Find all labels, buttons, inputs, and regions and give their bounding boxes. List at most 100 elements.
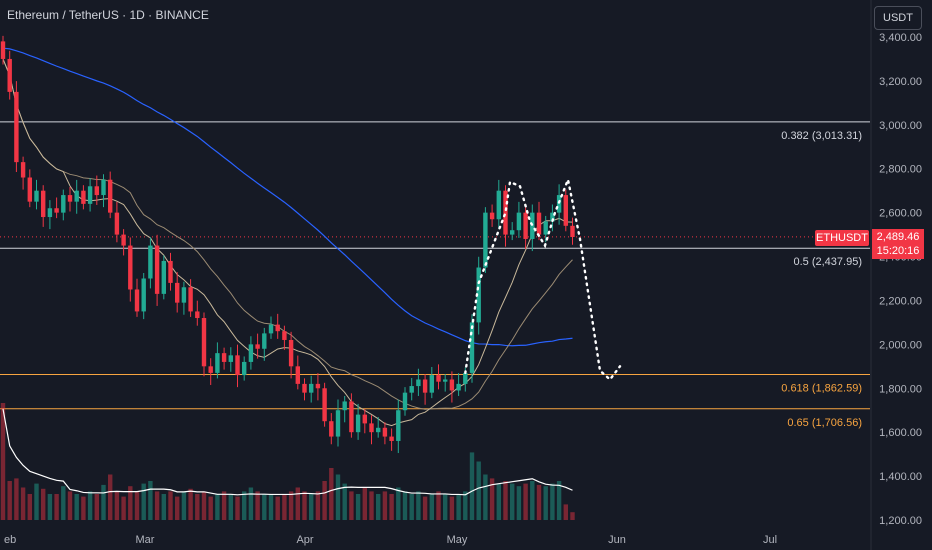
projection-path: [464, 175, 622, 382]
candle-body: [14, 91, 19, 163]
candle-body: [335, 410, 341, 437]
x-tick-label: May: [447, 534, 468, 546]
y-tick-label: 1,800.00: [879, 383, 922, 395]
candle-body: [154, 245, 160, 294]
candle-body: [463, 372, 468, 384]
fib-level-label: 0.618 (1,862.59): [781, 383, 862, 395]
volume-bar: [315, 491, 321, 520]
volume-bar: [389, 494, 394, 520]
candle-body: [503, 190, 508, 235]
candle-body: [349, 401, 354, 433]
candle-body: [396, 410, 401, 441]
candle-body: [483, 212, 488, 268]
candle-body: [556, 195, 562, 213]
y-tick-label: 2,200.00: [879, 295, 922, 307]
volume-bar: [34, 483, 39, 520]
volume-bar: [154, 491, 160, 520]
volume-bar: [134, 491, 140, 520]
candle-body: [20, 162, 26, 178]
ma-long-line: [2, 47, 573, 347]
candle-body: [422, 379, 428, 393]
candle-body: [262, 333, 267, 349]
volume-bar: [175, 496, 180, 520]
volume-bar: [436, 491, 441, 520]
volume-bar: [382, 491, 388, 520]
volume-bar: [0, 403, 6, 520]
candle-body: [74, 190, 79, 202]
volume-bar: [429, 494, 434, 520]
volume-bar: [41, 488, 46, 520]
volume-bar: [262, 494, 267, 520]
x-tick-label: Apr: [296, 534, 313, 546]
candle-body: [101, 179, 106, 196]
candle-body: [94, 186, 99, 196]
volume-bar: [396, 487, 401, 520]
volume-bar: [54, 494, 59, 520]
y-tick-label: 1,400.00: [879, 471, 922, 483]
volume-bar: [362, 487, 367, 520]
volume-bar: [543, 486, 548, 520]
volume-bar: [416, 491, 421, 520]
volume-bar: [282, 494, 287, 520]
candle-body: [516, 212, 522, 231]
candle-body: [248, 344, 254, 362]
volume-bar: [402, 491, 408, 520]
candle-body: [255, 344, 260, 349]
candle-body: [570, 225, 575, 238]
candle-body: [416, 379, 421, 387]
volume-bar: [409, 494, 414, 520]
current-price-label: 2,489.46 15:20:16: [872, 229, 924, 259]
volume-bar: [523, 483, 528, 520]
volume-bar: [536, 484, 542, 520]
volume-bar: [456, 494, 461, 520]
volume-bar: [469, 452, 475, 520]
candle-body: [550, 212, 555, 222]
candle-body: [27, 177, 32, 202]
volume-bar: [195, 494, 200, 520]
candle-body: [228, 355, 233, 362]
currency-button[interactable]: USDT: [874, 6, 922, 30]
candle-body: [382, 427, 388, 437]
volume-bar: [81, 496, 86, 520]
volume-bar: [27, 494, 32, 520]
volume-bar: [443, 494, 448, 520]
volume-bar: [530, 481, 535, 520]
candle-body: [530, 212, 535, 239]
candle-body: [108, 179, 113, 213]
candle-body: [121, 234, 126, 246]
y-tick-label: 2,800.00: [879, 164, 922, 176]
candle-body: [7, 58, 12, 92]
volume-bar: [302, 491, 307, 520]
candle-body: [181, 287, 187, 303]
candle-body: [161, 260, 166, 294]
candle-body: [282, 331, 287, 340]
fib-level-label: 0.5 (2,437.95): [794, 256, 863, 268]
volume-bar: [355, 494, 361, 520]
volume-bar: [369, 491, 374, 520]
volume-bar: [128, 486, 133, 520]
candle-body: [449, 379, 455, 391]
candle-body: [215, 353, 220, 373]
candle-body: [87, 186, 93, 204]
symbol-price-label: ETHUSDT: [815, 230, 869, 246]
x-tick-label: eb: [4, 534, 16, 546]
volume-bar: [342, 483, 347, 520]
x-tick-label: Jul: [763, 534, 777, 546]
volume-bar: [114, 491, 120, 520]
candle-body: [469, 322, 475, 373]
volume-bar: [161, 494, 166, 520]
candle-body: [543, 221, 548, 235]
volume-bar: [483, 474, 488, 520]
volume-bar: [121, 496, 126, 520]
candle-body: [302, 383, 307, 393]
volume-bar: [201, 491, 207, 520]
volume-bar: [349, 491, 354, 520]
volume-bar: [101, 484, 106, 520]
volume-bar: [255, 491, 260, 520]
candle-body: [389, 436, 394, 441]
volume-bar: [181, 491, 187, 520]
candle-body: [402, 392, 408, 411]
volume-bar: [556, 481, 562, 520]
volume-bar: [148, 481, 153, 520]
